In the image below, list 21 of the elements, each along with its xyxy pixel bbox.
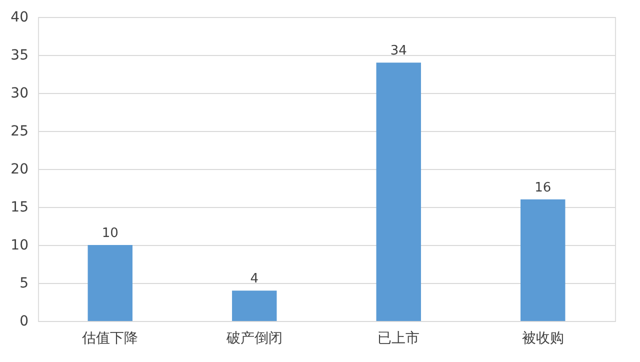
y-tick-label: 20	[10, 162, 28, 178]
bar	[232, 290, 277, 321]
data-label: 34	[390, 44, 407, 59]
y-tick-label: 15	[10, 200, 28, 216]
data-label: 4	[250, 272, 259, 287]
bar	[88, 245, 132, 321]
x-tick-label: 已上市	[378, 330, 420, 346]
y-tick-label: 10	[10, 238, 28, 254]
bar	[376, 62, 421, 321]
x-tick-label: 估值下降	[81, 330, 138, 346]
y-tick-label: 5	[20, 276, 28, 292]
y-tick-label: 30	[10, 86, 28, 102]
y-tick-label: 40	[10, 10, 28, 26]
x-tick-label: 破产倒闭	[225, 330, 282, 346]
x-tick-label: 被收购	[522, 330, 564, 346]
y-tick-label: 25	[10, 124, 28, 140]
data-label: 16	[534, 180, 552, 196]
y-tick-label: 0	[20, 314, 28, 330]
y-tick-label: 35	[10, 48, 28, 64]
bar	[520, 199, 566, 321]
data-label: 10	[102, 226, 118, 241]
